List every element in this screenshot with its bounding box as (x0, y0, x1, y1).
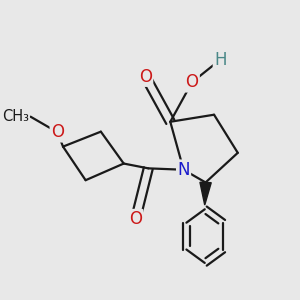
Text: O: O (139, 68, 152, 85)
Polygon shape (200, 182, 211, 205)
Text: O: O (129, 210, 142, 228)
Text: CH₃: CH₃ (2, 109, 29, 124)
Text: O: O (51, 123, 64, 141)
Text: O: O (185, 73, 199, 91)
Text: N: N (177, 161, 190, 179)
Text: H: H (214, 51, 226, 69)
